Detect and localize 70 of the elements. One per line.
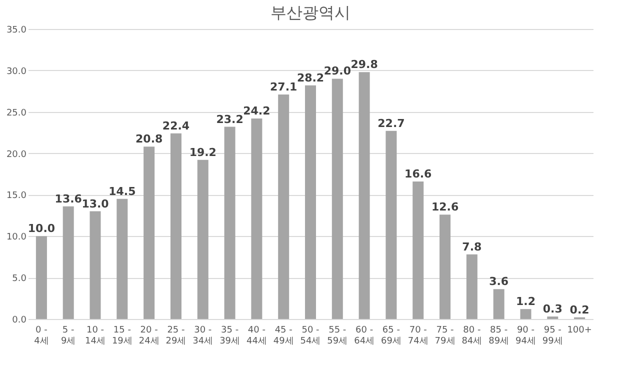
bar <box>332 78 343 319</box>
bar <box>116 198 128 319</box>
bar <box>278 94 290 319</box>
bar <box>170 133 182 319</box>
bar <box>466 254 478 319</box>
bar <box>224 126 236 319</box>
x-tick-label: 50 - 54세 <box>300 326 321 346</box>
x-tick-label: 85 - 89세 <box>488 326 510 346</box>
x-tick-label: 0 - 4세 <box>34 326 49 346</box>
data-label: 10.0 <box>28 222 56 236</box>
data-label: 29.0 <box>324 64 352 78</box>
x-tick-label: 45 - 49세 <box>273 326 294 346</box>
data-label: 3.6 <box>489 275 509 288</box>
x-tick-label: 15 - 19세 <box>112 326 132 346</box>
data-label: 27.1 <box>270 80 298 94</box>
x-tick-label: 55 - 59세 <box>327 326 348 346</box>
x-tick-label: 75 - 79세 <box>434 326 456 346</box>
data-label: 0.2 <box>570 303 590 316</box>
x-tick-label: 5 - 9세 <box>60 326 76 346</box>
x-tick-label: 95 - 99세 <box>542 326 563 346</box>
data-label: 19.2 <box>189 146 216 159</box>
bar <box>36 236 47 319</box>
bar <box>358 72 370 319</box>
data-label: 20.8 <box>136 132 163 146</box>
y-tick-label: 15.0 <box>6 191 27 202</box>
y-tick-label: 25.0 <box>6 108 27 118</box>
y-tick-label: 5.0 <box>12 274 27 284</box>
x-tick-label: 35 - 39세 <box>220 326 240 346</box>
data-label: 29.8 <box>350 58 378 72</box>
data-label: 12.6 <box>431 200 459 214</box>
x-tick-label: 100+ <box>567 326 592 336</box>
bar <box>62 206 74 319</box>
data-label: 22.7 <box>378 116 405 130</box>
x-tick-label: 40 - 44세 <box>246 326 267 346</box>
x-tick-label: 10 - 14세 <box>85 326 106 346</box>
bar <box>305 85 316 319</box>
y-tick-label: 10.0 <box>6 232 27 243</box>
x-tick-label: 65 - 69세 <box>380 326 402 346</box>
y-tick-label: 35.0 <box>6 26 27 36</box>
x-tick-label: 90 - 94세 <box>516 326 536 346</box>
chart-title: 부산광역시 <box>270 3 350 22</box>
x-tick-label: 60 - 64세 <box>354 326 375 346</box>
x-tick-label: 70 - 74세 <box>408 326 428 346</box>
bar <box>412 181 424 319</box>
data-label: 22.4 <box>162 119 190 132</box>
data-label: 13.6 <box>54 192 82 206</box>
data-label: 13.0 <box>82 197 110 210</box>
data-label: 24.2 <box>243 104 270 118</box>
bar <box>386 130 397 319</box>
y-tick-label: 0.0 <box>12 316 27 326</box>
bar <box>440 214 451 319</box>
x-tick-label: 80 - 84세 <box>462 326 482 346</box>
x-tick-label: 30 - 34세 <box>192 326 214 346</box>
y-tick-label: 30.0 <box>6 66 27 77</box>
data-label: 0.3 <box>542 302 562 316</box>
data-label: 16.6 <box>404 167 432 180</box>
bar <box>493 289 504 319</box>
bar <box>520 309 532 319</box>
data-label: 23.2 <box>216 112 244 126</box>
data-label: 7.8 <box>462 240 482 254</box>
data-label: 1.2 <box>516 295 536 308</box>
data-label: 14.5 <box>108 184 136 198</box>
bar <box>251 118 262 319</box>
bar <box>144 146 155 319</box>
data-label: 28.2 <box>296 71 324 84</box>
bar <box>90 211 101 319</box>
x-tick-label: 20 - 24세 <box>138 326 160 346</box>
y-tick-label: 20.0 <box>6 150 27 160</box>
bar <box>197 160 208 319</box>
x-tick-label: 25 - 29세 <box>166 326 186 346</box>
